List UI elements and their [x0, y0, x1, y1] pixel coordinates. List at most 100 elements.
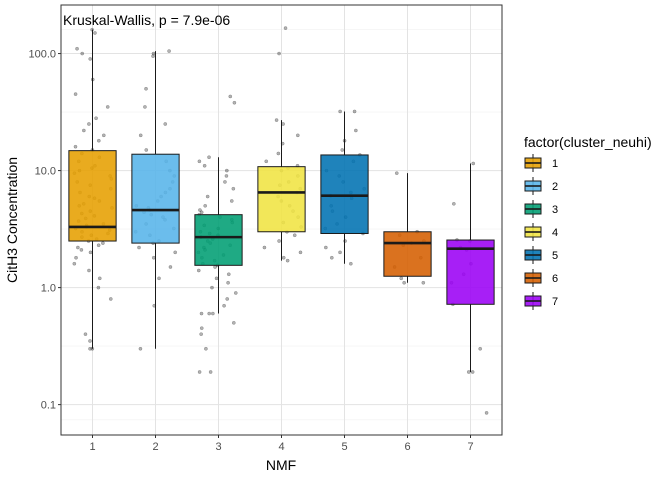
- data-point: [421, 280, 426, 285]
- data-point: [232, 321, 236, 325]
- legend-label: 3: [552, 204, 558, 216]
- data-point: [79, 248, 84, 252]
- data-point: [88, 339, 92, 343]
- y-axis-title: CitH3 Concentration: [4, 157, 20, 283]
- data-point: [138, 133, 143, 138]
- data-point: [163, 122, 168, 126]
- data-point: [262, 245, 267, 250]
- data-point: [199, 210, 204, 215]
- box-3: [194, 214, 243, 266]
- data-point: [354, 128, 358, 133]
- data-point: [143, 105, 147, 109]
- data-point: [264, 159, 269, 164]
- box-6: [383, 231, 432, 277]
- data-point: [96, 243, 101, 248]
- data-point: [478, 346, 483, 351]
- data-point: [93, 31, 97, 35]
- data-point: [343, 239, 347, 243]
- data-point: [199, 332, 203, 336]
- y-axis: 0.1 1.0 10.0 100.0: [28, 49, 61, 412]
- legend: 1 2 3 4 5 6 7: [524, 154, 558, 310]
- data-point: [204, 346, 208, 351]
- data-point: [285, 258, 290, 263]
- data-point: [470, 370, 475, 374]
- data-point: [88, 346, 92, 351]
- data-point: [74, 255, 78, 260]
- data-point: [228, 94, 233, 99]
- box-7: [446, 239, 495, 305]
- data-point: [471, 161, 476, 166]
- legend-label: 2: [552, 181, 558, 193]
- data-point: [338, 109, 342, 114]
- data-point: [466, 370, 471, 374]
- data-point: [225, 168, 229, 173]
- data-point: [203, 204, 207, 208]
- data-point: [298, 250, 303, 255]
- x-axis-title: NMF: [266, 457, 296, 473]
- data-point: [330, 255, 334, 260]
- data-point: [157, 276, 161, 281]
- y-tick-label: 10.0: [35, 166, 56, 178]
- data-point: [208, 370, 213, 374]
- data-point: [232, 100, 237, 105]
- legend-item-2: 2: [524, 177, 558, 195]
- box-5: [320, 154, 369, 234]
- legend-item-5: 5: [524, 246, 558, 264]
- data-point: [352, 109, 357, 114]
- legend-item-4: 4: [524, 223, 558, 241]
- data-point: [233, 291, 238, 295]
- legend-label: 4: [552, 227, 558, 239]
- data-point: [101, 133, 106, 138]
- data-point: [207, 311, 211, 316]
- data-point: [151, 54, 155, 58]
- x-tick-label: 4: [278, 441, 284, 453]
- data-point: [96, 285, 101, 290]
- data-point: [151, 255, 156, 260]
- data-point: [283, 26, 288, 30]
- data-point: [197, 370, 202, 374]
- data-point: [402, 280, 406, 285]
- data-point: [277, 239, 281, 243]
- data-point: [88, 57, 93, 61]
- data-point: [97, 276, 102, 281]
- data-point: [224, 174, 229, 178]
- y-tick-label: 100.0: [28, 49, 56, 61]
- annotation-text: Kruskal-Wallis, p = 7.9e-06: [63, 12, 230, 28]
- data-point: [276, 151, 281, 156]
- data-point: [198, 208, 202, 212]
- x-tick-label: 2: [152, 441, 158, 453]
- data-point: [138, 346, 143, 351]
- y-tick-label: 0.1: [41, 400, 56, 412]
- legend-label: 6: [552, 273, 558, 285]
- data-point: [340, 148, 345, 152]
- data-point: [80, 51, 85, 56]
- data-point: [223, 180, 227, 184]
- data-point: [211, 311, 215, 316]
- data-point: [324, 245, 328, 250]
- data-point: [73, 144, 78, 149]
- data-point: [296, 133, 300, 138]
- y-tick-label: 1.0: [41, 283, 56, 295]
- data-point: [292, 233, 297, 238]
- data-point: [226, 280, 230, 285]
- data-point: [210, 285, 214, 290]
- data-point: [105, 105, 110, 109]
- data-point: [213, 265, 217, 269]
- legend-label: 5: [552, 250, 558, 262]
- data-point: [452, 202, 456, 206]
- data-point: [197, 159, 202, 164]
- data-point: [101, 241, 105, 245]
- data-point: [144, 148, 149, 152]
- data-point: [108, 297, 113, 301]
- data-point: [88, 250, 93, 255]
- data-point: [173, 250, 178, 255]
- data-point: [73, 92, 78, 96]
- x-tick-label: 5: [341, 441, 347, 453]
- legend-label: 1: [552, 158, 558, 170]
- data-point: [281, 255, 286, 260]
- data-point: [394, 171, 399, 175]
- data-point: [196, 268, 201, 273]
- data-point: [226, 272, 231, 277]
- legend-title: factor(cluster_neuhi): [524, 134, 652, 150]
